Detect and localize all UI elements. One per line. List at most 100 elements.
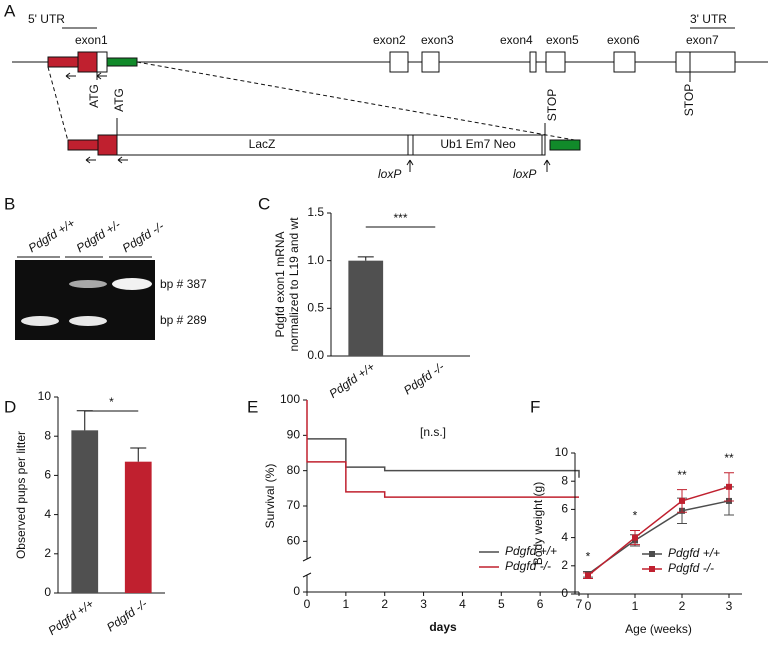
- y-axis-label: Pdgfd exon1 mRNA: [273, 231, 287, 337]
- y-axis-label: Body weight (g): [531, 482, 545, 565]
- lane-label: Pdgfd +/-: [74, 217, 123, 255]
- legend-label: Pdgfd -/-: [505, 559, 551, 573]
- x-tick-label: 1: [632, 599, 639, 613]
- panel-label: E: [247, 397, 258, 416]
- band-label: bp # 289: [160, 313, 207, 327]
- primer-arrows: [85, 156, 128, 164]
- y-tick-label: 70: [287, 498, 301, 512]
- annotation: [n.s.]: [420, 425, 446, 439]
- y-tick-label: 1.5: [307, 205, 324, 219]
- cassette-label: LacZ: [249, 137, 276, 151]
- y-tick-label: 0.0: [307, 348, 324, 362]
- y-tick-label: 4: [561, 530, 568, 544]
- gel-band: [69, 316, 107, 326]
- significance-label: *: [586, 550, 591, 564]
- exon-label: exon4: [500, 33, 533, 47]
- x-tick-label: 2: [381, 597, 388, 611]
- y-tick-label: 8: [561, 473, 568, 487]
- significance-label: *: [633, 509, 638, 523]
- gel-band: [69, 280, 107, 288]
- y-tick-label: 2: [561, 558, 568, 572]
- gel-band: [21, 316, 59, 326]
- axis-break: [302, 556, 312, 578]
- y-tick-label: 8: [44, 428, 51, 442]
- x-tick-label: 5: [498, 597, 505, 611]
- error-bar: [76, 410, 93, 431]
- error-bar: [357, 256, 374, 261]
- significance-label: *: [109, 395, 114, 409]
- gel-band: [112, 278, 152, 290]
- y-axis-label: Observed pups per litter: [14, 431, 28, 559]
- exon-box: [97, 134, 118, 156]
- gel-image: [15, 260, 155, 340]
- utr-block: [67, 139, 99, 151]
- error-bar: [130, 447, 147, 462]
- y-tick-label: 6: [561, 502, 568, 516]
- significance-label: **: [724, 451, 734, 465]
- legend-marker: [649, 551, 655, 557]
- x-tick-label: Pdgfd -/-: [401, 360, 447, 398]
- panel-label: A: [4, 1, 16, 20]
- y-tick-label: 6: [44, 468, 51, 482]
- series-line: [587, 486, 730, 577]
- y-tick-label: 10: [38, 389, 52, 403]
- chart: 0.0 0.5 1.0 1.5 Pdgfd exon1 mRNA normalized t…: [273, 205, 470, 401]
- x-tick-label: 0: [304, 597, 311, 611]
- exon-label: exon6: [607, 33, 640, 47]
- utr-label: 3' UTR: [690, 12, 727, 26]
- legend-marker: [649, 566, 655, 572]
- x-tick-label: 7: [576, 597, 583, 611]
- x-tick-label: Pdgfd +/+: [46, 597, 97, 638]
- bar: [71, 430, 99, 593]
- homology-arm: [549, 139, 581, 151]
- y-tick-label: 0.5: [307, 301, 324, 315]
- lane-label: Pdgfd +/+: [26, 216, 78, 255]
- panel-b: B Pdgfd +/+ Pdgfd +/- Pdgfd -/- bp # 387…: [4, 194, 207, 340]
- survival-line: [306, 400, 579, 498]
- exon-label: exon1: [75, 33, 108, 47]
- y-tick-label: 90: [287, 428, 301, 442]
- y-axis-label: normalized to L19 and wt: [287, 217, 301, 352]
- x-tick-label: 6: [537, 597, 544, 611]
- dashed-guide: [136, 61, 581, 142]
- legend-label: Pdgfd +/+: [505, 544, 557, 558]
- y-tick-label: 80: [287, 463, 301, 477]
- y-tick-label: 60: [287, 534, 301, 548]
- x-axis-label: Age (weeks): [625, 622, 692, 636]
- exon-box: [613, 51, 636, 73]
- utr-label: 5' UTR: [28, 12, 65, 26]
- exon-label: exon3: [421, 33, 454, 47]
- exon-label: exon7: [686, 33, 719, 47]
- x-tick-label: 0: [585, 599, 592, 613]
- band-label: bp # 387: [160, 277, 207, 291]
- legend-label: Pdgfd -/-: [668, 561, 714, 575]
- x-axis-label: days: [429, 620, 457, 634]
- homology-arm: [106, 57, 138, 67]
- x-tick-label: 3: [726, 599, 733, 613]
- x-tick-label: Pdgfd -/-: [104, 597, 150, 635]
- panel-label: F: [530, 397, 540, 416]
- y-axis-label: Survival (%): [263, 464, 277, 529]
- loxp-label: loxP: [378, 167, 401, 181]
- point: [726, 483, 732, 490]
- atg-label: ATG: [87, 84, 101, 108]
- legend-label: Pdgfd +/+: [668, 546, 720, 560]
- panel-label: B: [4, 194, 15, 213]
- chart: 0 2 4 6 8 10 Observed pups per litter Pdgfd +/+…: [14, 389, 165, 638]
- cassette-label: Ub1 Em7 Neo: [440, 137, 516, 151]
- survival-line: [307, 438, 580, 478]
- exon-box: [675, 51, 736, 73]
- y-tick-label: 0: [293, 584, 300, 598]
- utr-block: [47, 56, 79, 68]
- lane-label: Pdgfd -/-: [120, 219, 166, 255]
- primer-arrows: [65, 72, 107, 80]
- dashed-guide: [47, 66, 69, 142]
- exon-box: [96, 51, 108, 73]
- panel-label: C: [258, 194, 270, 213]
- x-tick-label: Pdgfd +/+: [327, 360, 378, 401]
- x-tick-label: 4: [459, 597, 466, 611]
- exon-box: [77, 51, 98, 73]
- x-tick-label: 2: [679, 599, 686, 613]
